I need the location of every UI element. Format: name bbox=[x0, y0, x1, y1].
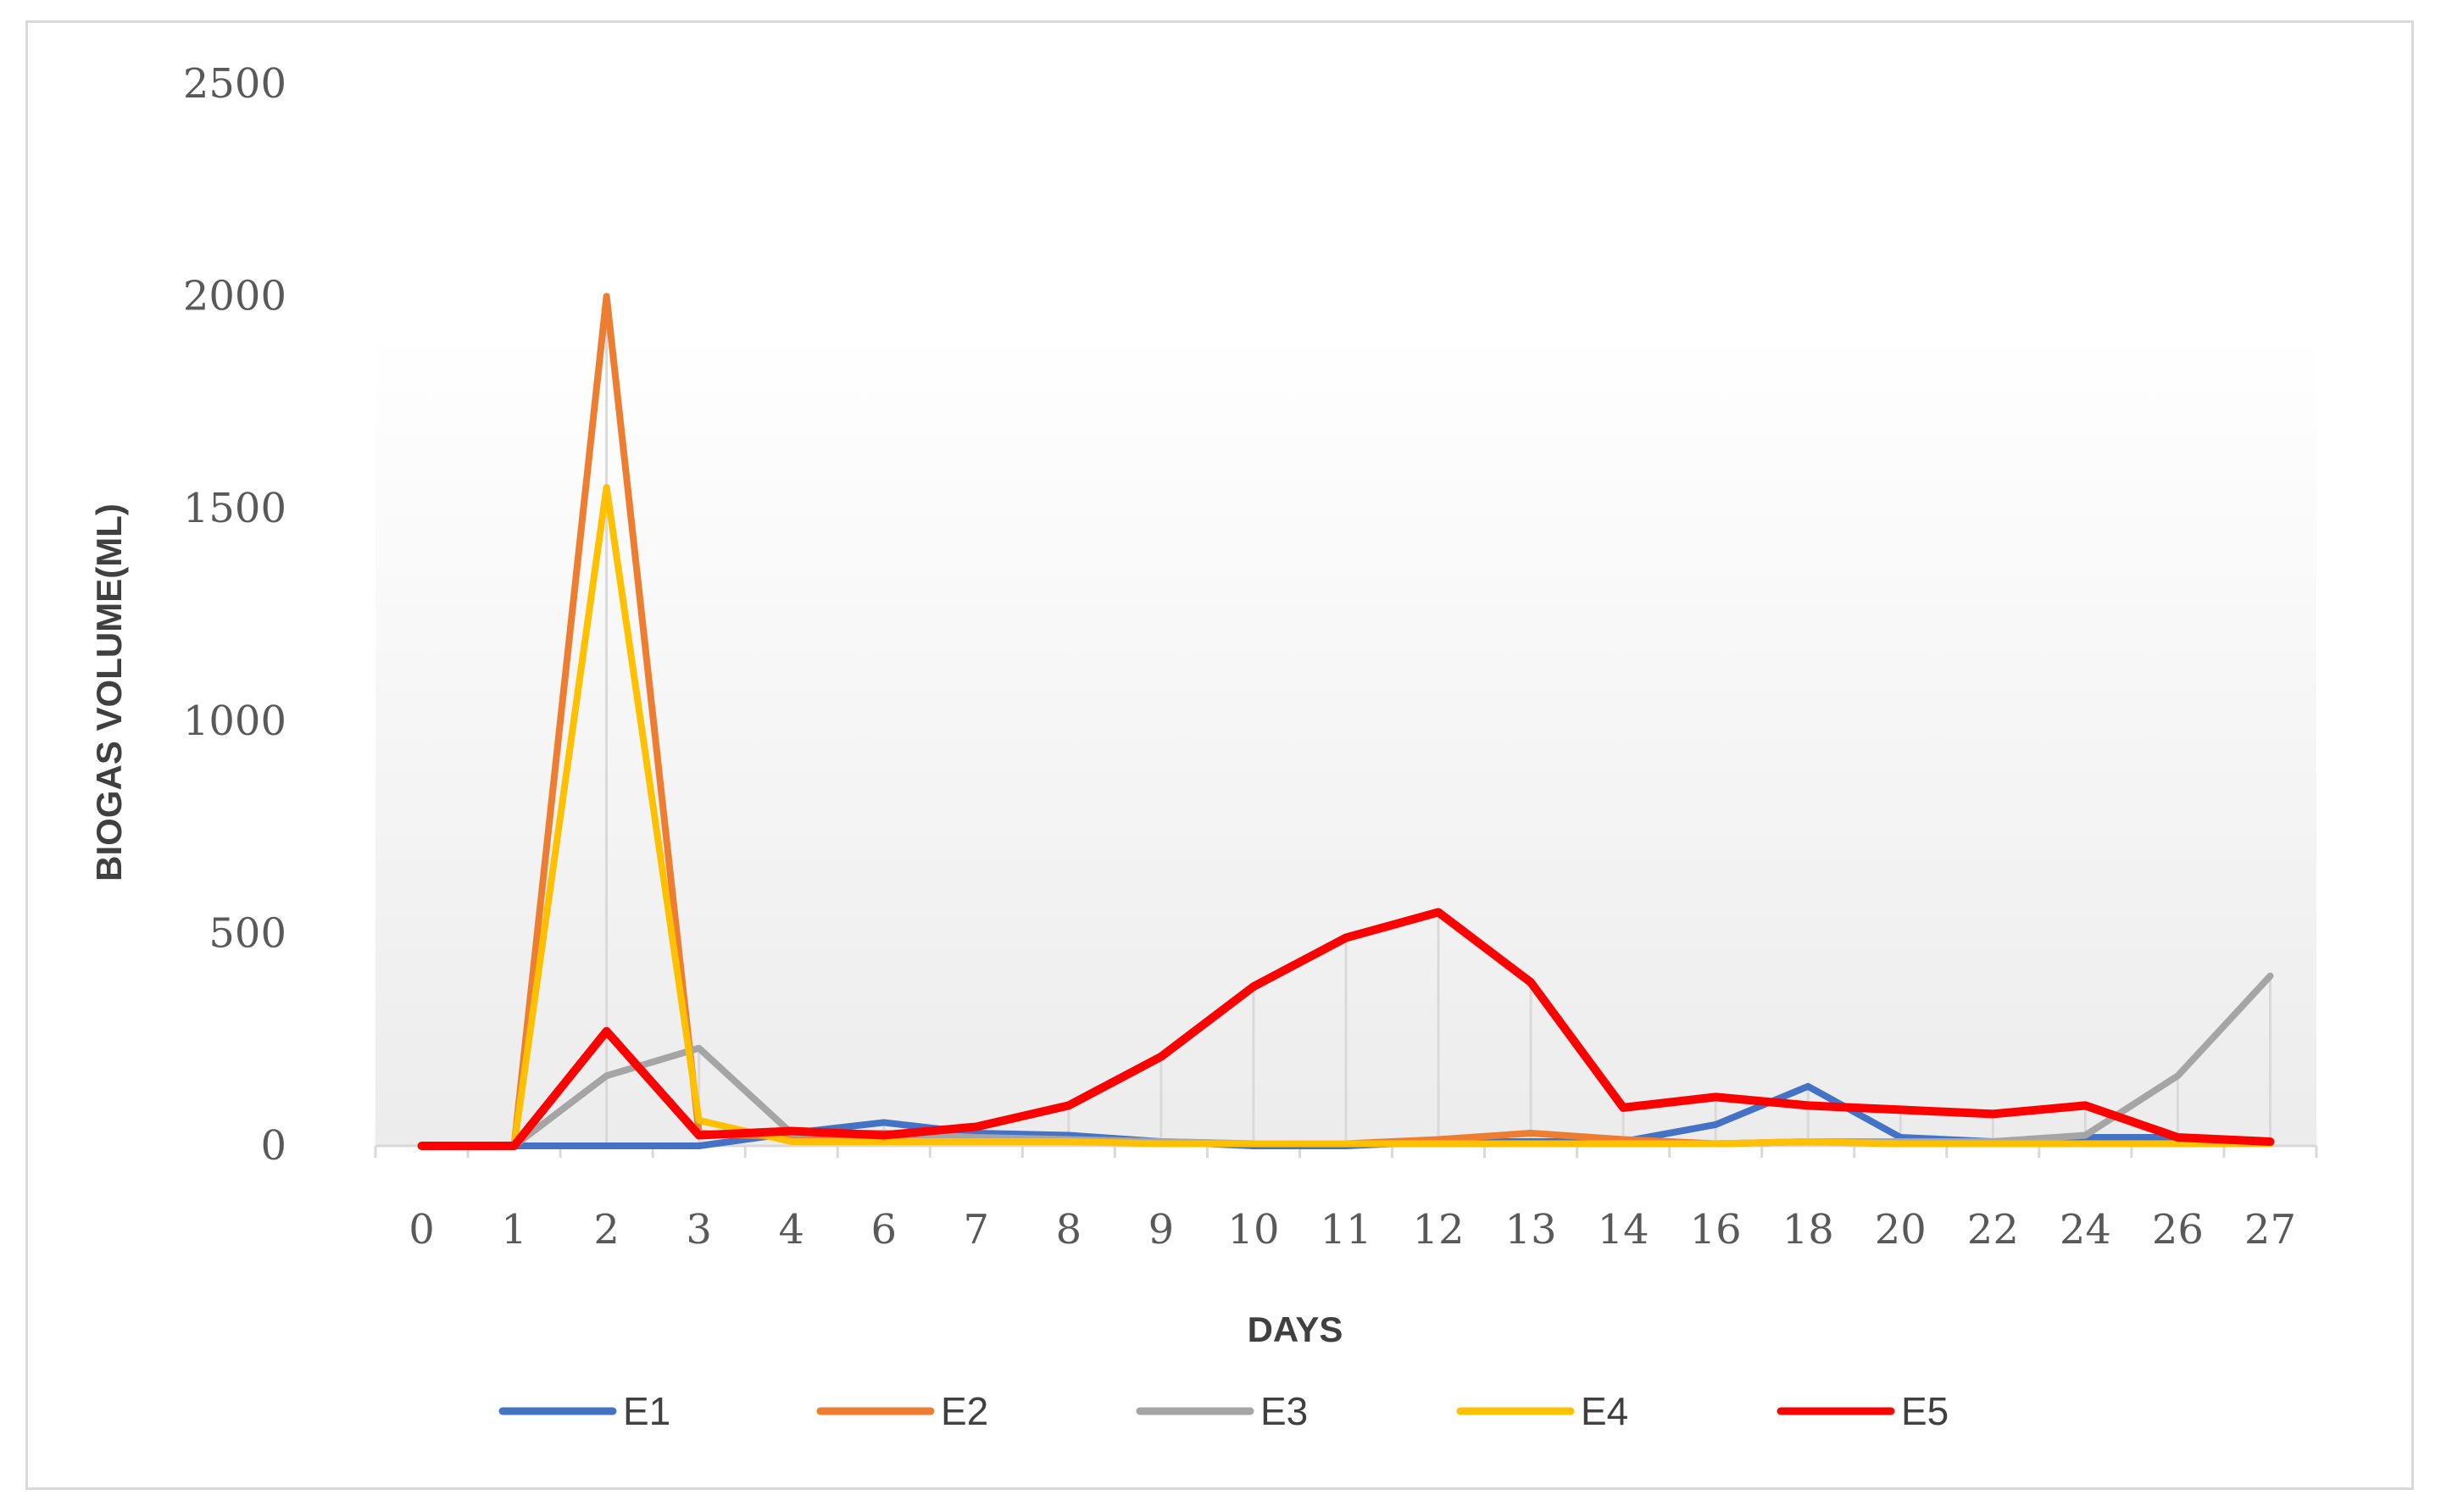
x-axis-title: DAYS bbox=[1248, 1309, 1343, 1349]
y-tick-label: 2500 bbox=[183, 60, 286, 108]
x-tick-label: 26 bbox=[2152, 1206, 2204, 1254]
legend-label-e1: E1 bbox=[623, 1389, 670, 1433]
x-tick-label: 2 bbox=[593, 1206, 620, 1254]
legend-label-e5: E5 bbox=[1901, 1389, 1949, 1433]
x-tick-label: 11 bbox=[1320, 1206, 1371, 1254]
x-tick-label: 13 bbox=[1505, 1206, 1557, 1254]
x-tick-label: 27 bbox=[2244, 1206, 2296, 1254]
legend-label-e2: E2 bbox=[941, 1389, 988, 1433]
y-tick-label: 500 bbox=[209, 909, 286, 957]
series-line-e4 bbox=[418, 484, 2274, 1149]
y-tick-label: 1000 bbox=[183, 698, 286, 745]
y-tick-label: 2000 bbox=[183, 273, 286, 320]
x-tick-label: 6 bbox=[870, 1206, 897, 1254]
series-lines bbox=[417, 292, 2275, 1150]
x-tick-label: 22 bbox=[1967, 1206, 2019, 1254]
legend-label-e4: E4 bbox=[1581, 1389, 1628, 1433]
y-axis-title: BIOGAS VOLUME(ML) bbox=[89, 503, 129, 881]
x-tick-label: 7 bbox=[964, 1206, 990, 1254]
legend: E1 E2 E3 E4 E5 bbox=[498, 1389, 1949, 1433]
y-tick-label: 0 bbox=[260, 1122, 286, 1170]
x-tick-label: 8 bbox=[1056, 1206, 1082, 1254]
series-line-e5 bbox=[417, 908, 2275, 1150]
x-tick-label: 3 bbox=[686, 1206, 712, 1254]
y-axis-ticks: 0 500 1000 1500 2000 2500 bbox=[183, 60, 286, 1170]
y-tick-label: 1500 bbox=[183, 485, 286, 532]
x-tick-label: 10 bbox=[1227, 1206, 1279, 1254]
chart-frame: 0 500 1000 1500 2000 2500 0 1 2 3 4 6 7 8 9 10 11 12 13 14… bbox=[25, 20, 2414, 1490]
x-tick-label: 20 bbox=[1875, 1206, 1927, 1254]
drop-lines bbox=[605, 296, 2271, 1146]
x-tick-label: 4 bbox=[778, 1206, 804, 1254]
x-axis-ticks: 0 1 2 3 4 6 7 8 9 10 11 12 13 14 16 18 20 22 24 26 27 bbox=[374, 1146, 2318, 1254]
x-tick-label: 9 bbox=[1148, 1206, 1175, 1254]
x-tick-label: 0 bbox=[409, 1206, 435, 1254]
x-tick-label: 12 bbox=[1413, 1206, 1465, 1254]
x-tick-label: 1 bbox=[501, 1206, 527, 1254]
legend-label-e3: E3 bbox=[1260, 1389, 1308, 1433]
x-tick-label: 24 bbox=[2060, 1206, 2111, 1254]
x-tick-label: 14 bbox=[1598, 1206, 1649, 1254]
x-tick-label: 16 bbox=[1690, 1206, 1742, 1254]
x-tick-label: 18 bbox=[1782, 1206, 1834, 1254]
